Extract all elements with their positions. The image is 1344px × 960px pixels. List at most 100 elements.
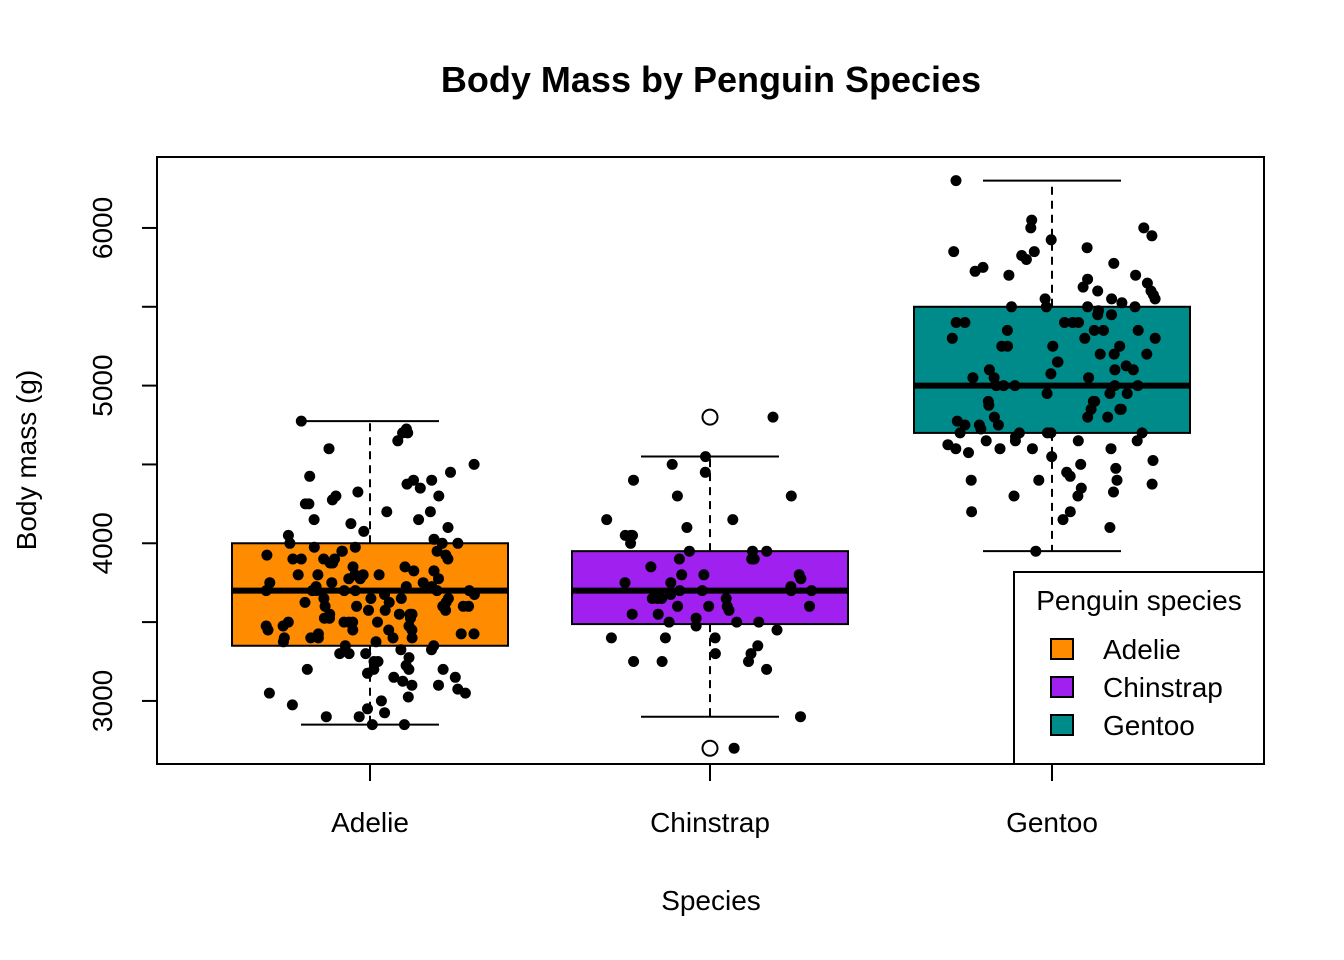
data-point <box>405 612 416 624</box>
data-point <box>656 593 668 604</box>
data-point <box>1146 478 1158 490</box>
data-point <box>1102 411 1114 423</box>
data-point <box>696 585 708 597</box>
data-point <box>746 553 758 565</box>
data-point <box>1026 443 1038 455</box>
data-point <box>347 616 359 628</box>
data-point <box>352 486 364 498</box>
data-point <box>1110 462 1122 474</box>
data-point <box>414 482 426 494</box>
data-point <box>363 604 374 616</box>
data-point <box>370 636 382 648</box>
data-point <box>308 541 320 553</box>
data-point <box>982 395 994 407</box>
data-point <box>400 423 412 435</box>
data-point <box>980 435 992 447</box>
data-point <box>1106 293 1118 305</box>
data-point <box>452 683 464 695</box>
data-point <box>720 593 732 604</box>
data-point <box>703 600 715 612</box>
data-point <box>628 656 640 667</box>
data-point <box>975 423 987 435</box>
data-point <box>674 585 686 597</box>
data-point <box>301 663 313 675</box>
data-point <box>1147 289 1159 301</box>
data-point <box>1132 380 1144 392</box>
data-point <box>1094 348 1106 360</box>
data-point <box>1111 474 1123 486</box>
data-point <box>1088 324 1100 336</box>
data-point <box>671 490 683 502</box>
x-tick-label: Chinstrap <box>650 807 770 838</box>
data-point <box>329 553 341 565</box>
data-point <box>353 711 365 723</box>
data-point <box>619 577 631 589</box>
data-point <box>406 632 418 644</box>
data-point <box>468 458 480 470</box>
data-point <box>1105 443 1117 455</box>
data-point <box>375 695 387 707</box>
data-point <box>372 616 383 628</box>
data-point <box>1047 340 1059 352</box>
axes: 3000 4000 5000 6000 Adelie Chinstrap Gentoo <box>87 197 1098 838</box>
x-tick-label: Adelie <box>331 807 409 838</box>
data-point <box>426 581 438 593</box>
data-point <box>752 640 764 652</box>
data-point <box>1040 301 1052 313</box>
data-point <box>431 545 443 557</box>
data-point <box>368 663 380 675</box>
data-point <box>408 565 420 577</box>
data-point <box>983 364 995 376</box>
data-point <box>1064 506 1076 518</box>
data-point <box>1138 222 1150 234</box>
data-point <box>440 604 452 616</box>
data-point <box>426 644 437 656</box>
jitter-points <box>260 175 1161 754</box>
data-point <box>1108 348 1120 360</box>
data-point <box>1083 372 1095 384</box>
data-point <box>700 451 711 463</box>
data-point <box>963 447 974 459</box>
data-point <box>398 719 410 731</box>
outlier-point <box>701 408 719 426</box>
data-point <box>1098 324 1109 336</box>
legend: Penguin species Adelie Chinstrap Gentoo <box>1013 571 1265 765</box>
data-point <box>1130 269 1142 281</box>
data-point <box>286 699 298 711</box>
data-point <box>1079 332 1091 344</box>
data-point <box>761 663 773 675</box>
data-point <box>795 573 807 585</box>
data-point <box>709 648 721 660</box>
data-point <box>699 466 711 478</box>
data-point <box>951 415 963 427</box>
data-point <box>690 620 702 632</box>
data-point <box>455 628 467 640</box>
data-point <box>1073 317 1084 328</box>
data-point <box>698 569 710 581</box>
data-point <box>1057 514 1069 526</box>
data-point <box>468 589 480 600</box>
data-point <box>311 585 323 597</box>
data-point <box>767 411 779 423</box>
data-point <box>349 541 361 553</box>
data-point <box>785 490 797 502</box>
data-point <box>395 644 407 656</box>
data-point <box>1006 301 1017 313</box>
data-point <box>397 675 409 687</box>
legend-title: Penguin species <box>1036 585 1241 616</box>
data-point <box>665 589 677 600</box>
data-point <box>1147 455 1159 466</box>
data-point <box>362 703 373 715</box>
data-point <box>413 514 425 526</box>
data-point <box>445 466 456 478</box>
data-point <box>1114 403 1126 415</box>
data-point <box>440 596 452 608</box>
chart-title: Body Mass by Penguin Species <box>441 59 981 100</box>
legend-swatch <box>1050 638 1074 660</box>
data-point <box>379 589 390 600</box>
data-point <box>304 470 316 482</box>
data-point <box>1010 431 1021 443</box>
data-point <box>406 679 418 691</box>
data-point <box>399 561 411 573</box>
